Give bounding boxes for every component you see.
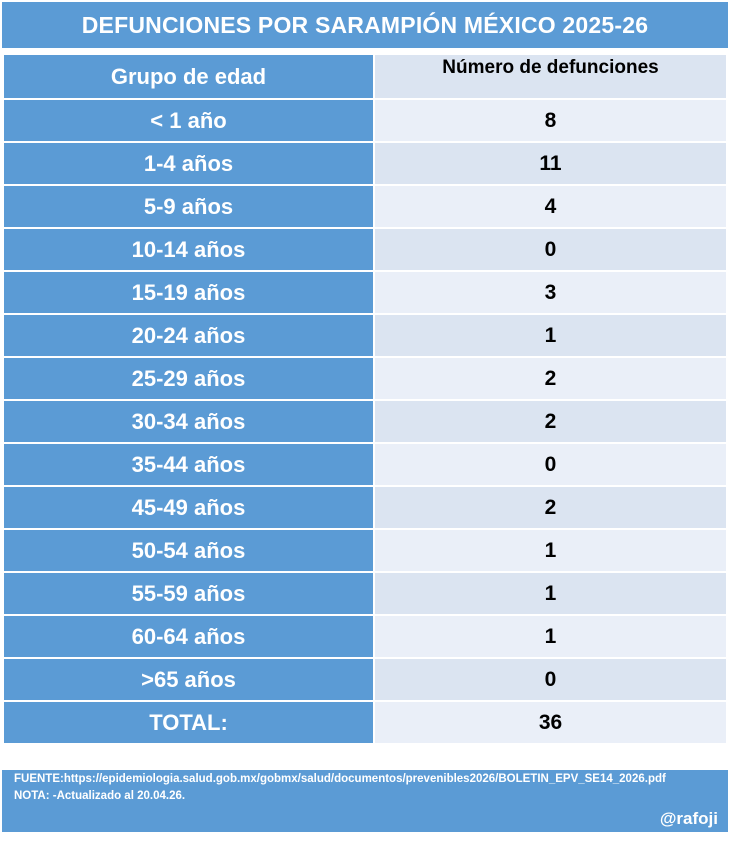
total-label: TOTAL: [2,700,375,745]
author-handle: @rafoji [659,809,718,828]
table-row: 1-4 años 11 [2,141,728,186]
age-group-cell: 55-59 años [2,571,375,616]
deaths-value-cell: 8 [373,98,728,143]
age-group-cell: 60-64 años [2,614,375,659]
source-note: FUENTE:https://epidemiologia.salud.gob.m… [14,773,666,785]
age-group-cell: 15-19 años [2,270,375,315]
table-row: 10-14 años 0 [2,227,728,272]
age-group-cell: >65 años [2,657,375,702]
deaths-value-cell: 0 [373,657,728,702]
age-group-cell: 5-9 años [2,184,375,229]
column-header-age-group: Grupo de edad [2,53,375,100]
table-row: >65 años 0 [2,657,728,702]
footer: FUENTE:https://epidemiologia.salud.gob.m… [2,770,728,832]
table-row: 15-19 años 3 [2,270,728,315]
table-row: < 1 año 8 [2,98,728,143]
deaths-value-cell: 2 [373,485,728,530]
deaths-value-cell: 1 [373,528,728,573]
age-group-cell: 25-29 años [2,356,375,401]
column-header-deaths: Número de defunciones [373,53,728,100]
deaths-value-cell: 3 [373,270,728,315]
table-row: 60-64 años 1 [2,614,728,659]
age-group-cell: 50-54 años [2,528,375,573]
age-group-cell: 10-14 años [2,227,375,272]
age-group-cell: 20-24 años [2,313,375,358]
table-row: 30-34 años 2 [2,399,728,444]
age-group-cell: < 1 año [2,98,375,143]
deaths-value-cell: 4 [373,184,728,229]
deaths-value-cell: 0 [373,227,728,272]
total-row: TOTAL: 36 [2,700,728,745]
table-frame: DEFUNCIONES POR SARAMPIÓN MÉXICO 2025-26… [2,2,728,745]
age-group-cell: 1-4 años [2,141,375,186]
header-row: Grupo de edad Número de defunciones [2,53,728,100]
deaths-table: Grupo de edad Número de defunciones < 1 … [2,53,728,745]
table-row: 5-9 años 4 [2,184,728,229]
table-row: 35-44 años 0 [2,442,728,487]
table-row: 45-49 años 2 [2,485,728,530]
age-group-cell: 45-49 años [2,485,375,530]
age-group-cell: 35-44 años [2,442,375,487]
age-group-cell: 30-34 años [2,399,375,444]
update-note: NOTA: -Actualizado al 20.04.26. [14,790,186,802]
deaths-value-cell: 1 [373,614,728,659]
deaths-value-cell: 0 [373,442,728,487]
table-row: 50-54 años 1 [2,528,728,573]
table-title: DEFUNCIONES POR SARAMPIÓN MÉXICO 2025-26 [2,2,728,48]
table-row: 25-29 años 2 [2,356,728,401]
deaths-value-cell: 2 [373,356,728,401]
deaths-value-cell: 1 [373,313,728,358]
table-row: 20-24 años 1 [2,313,728,358]
deaths-value-cell: 2 [373,399,728,444]
total-value: 36 [373,700,728,745]
deaths-value-cell: 11 [373,141,728,186]
table-row: 55-59 años 1 [2,571,728,616]
deaths-value-cell: 1 [373,571,728,616]
